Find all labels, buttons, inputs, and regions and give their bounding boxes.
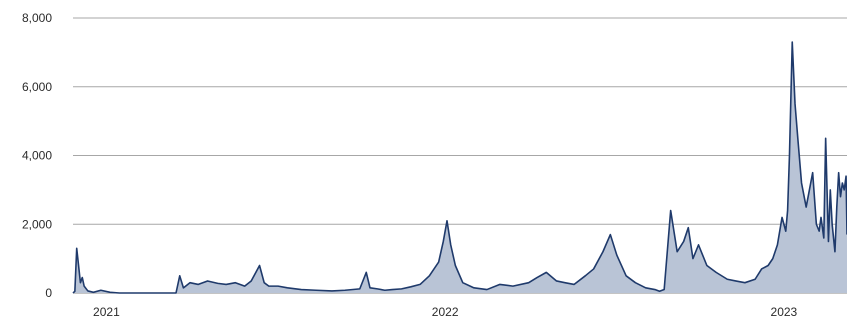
- series-area-layer: [72, 41, 847, 294]
- y-tick-label: 8,000: [22, 11, 52, 25]
- y-tick-label: 2,000: [22, 217, 52, 231]
- x-axis-tick-labels: 2021 2022 2023: [93, 305, 798, 319]
- y-tick-label: 0: [45, 286, 52, 300]
- y-axis-tick-labels: 0 2,000 4,000 6,000 8,000: [22, 11, 52, 300]
- x-tick-label: 2023: [771, 305, 798, 319]
- y-tick-label: 4,000: [22, 149, 52, 163]
- series-area-fill: [73, 42, 847, 294]
- y-tick-label: 6,000: [22, 80, 52, 94]
- series-line: [72, 41, 847, 294]
- x-tick-label: 2022: [432, 305, 459, 319]
- x-tick-label: 2021: [93, 305, 120, 319]
- grid-lines: [73, 17, 847, 294]
